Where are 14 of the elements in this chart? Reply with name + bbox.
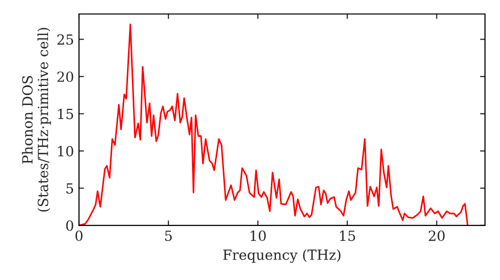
x-axis-title: Frequency (THz) [223, 249, 340, 263]
line-series [79, 24, 468, 226]
x-tick-label: 0 [75, 230, 82, 242]
y-axis-title: Phonon DOS (States/THz·primitive cell) [22, 28, 51, 212]
x-tick-label: 15 [340, 230, 356, 242]
y-tick-label: 15 [58, 108, 74, 120]
y-tick-label: 25 [57, 34, 74, 45]
x-tick-label: 10 [250, 230, 266, 242]
y-tick-label: 5 [66, 183, 74, 194]
y-tick-label: 10 [58, 146, 74, 156]
x-tick-label: 5 [165, 230, 172, 242]
y-tick-label: 0 [66, 220, 74, 231]
y-tick-label: 20 [57, 71, 74, 82]
x-tick-label: 20 [428, 230, 445, 242]
